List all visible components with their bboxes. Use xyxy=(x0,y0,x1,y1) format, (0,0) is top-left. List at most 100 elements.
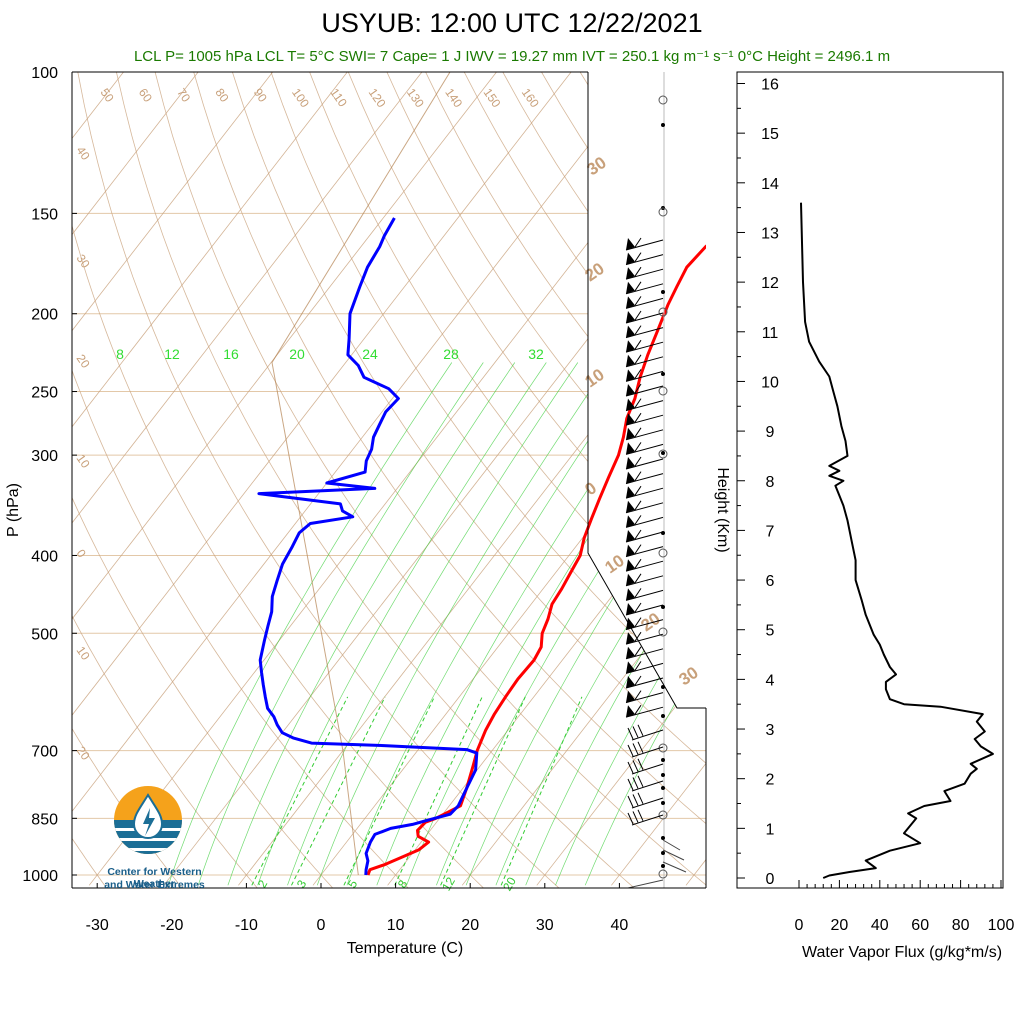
wind-barb-feather xyxy=(634,281,642,292)
wind-barb-flag xyxy=(626,661,635,674)
x-tick-label: 0 xyxy=(317,917,326,934)
isotherm-line xyxy=(461,570,706,886)
y-tick-label: 1000 xyxy=(22,868,58,885)
wind-level-dot xyxy=(661,758,665,762)
wind-barb-flag xyxy=(626,427,635,440)
wind-barb-feather xyxy=(634,588,642,598)
isotherm-label: 10 xyxy=(74,452,93,471)
dry-adiabat-line xyxy=(72,727,183,888)
mixing-ratio-label: 28 xyxy=(443,346,459,362)
mixing-ratio-line xyxy=(440,696,526,886)
flux-y-tick-label: 13 xyxy=(761,225,779,242)
wind-calm-circle xyxy=(658,548,668,558)
wind-barb xyxy=(625,473,664,485)
dry-adiabat-label: 150 xyxy=(481,86,504,111)
wind-barb xyxy=(625,677,664,689)
flux-y-tick-label: 16 xyxy=(761,77,779,94)
x-tick-label: 30 xyxy=(536,917,554,934)
dry-adiabat-line xyxy=(72,614,258,888)
wind-barb xyxy=(625,589,664,601)
y-tick-label: 500 xyxy=(31,626,58,643)
water-vapor-flux-line xyxy=(800,202,994,879)
wind-barb-flag xyxy=(626,471,635,484)
flux-y-tick-label: 15 xyxy=(761,126,779,143)
dry-adiabat-line xyxy=(502,72,706,363)
wind-barb-feather xyxy=(634,485,642,496)
wind-barb xyxy=(625,706,664,718)
wind-level-dot xyxy=(661,836,665,840)
wind-barb xyxy=(631,797,664,809)
wind-barb xyxy=(625,356,664,368)
wind-barb xyxy=(625,283,664,295)
mixing-ratio-label: 20 xyxy=(289,346,305,362)
wind-level-dot xyxy=(661,864,665,868)
dry-adiabat-line xyxy=(116,72,635,888)
logo-text-line2: and Water Extremes xyxy=(104,879,205,891)
dry-adiabat-line xyxy=(193,72,706,825)
dry-adiabat-label: 70 xyxy=(174,86,193,105)
flux-y-tick-label: 1 xyxy=(766,821,775,838)
wind-barb-flag xyxy=(626,369,635,382)
wind-barb-feather xyxy=(634,602,642,613)
wind-barb xyxy=(625,502,664,514)
wind-barb-flag xyxy=(626,603,635,615)
flux-y-tick-label: 11 xyxy=(762,325,779,342)
x-tick-label: 10 xyxy=(387,917,405,934)
y-tick-label: 150 xyxy=(31,206,58,223)
isotherm-line xyxy=(72,72,497,620)
wind-barb xyxy=(625,633,664,645)
wind-barb-flag xyxy=(626,617,635,630)
cw3e-logo-icon xyxy=(114,786,182,854)
wind-level-dot xyxy=(661,605,665,609)
wind-calm-circle xyxy=(658,810,668,820)
mixing-ratio-label: 12 xyxy=(439,874,458,893)
wind-barb xyxy=(625,662,664,674)
wind-level-dot xyxy=(661,714,665,718)
flux-y-tick-label: 4 xyxy=(766,672,775,689)
moist-adiabat-line xyxy=(168,362,453,886)
wind-barb-feather xyxy=(634,675,642,686)
wind-barb-feather xyxy=(632,726,639,738)
mixing-ratio-label: 8 xyxy=(116,346,124,362)
wind-barb xyxy=(625,268,664,280)
wind-barb-feather xyxy=(632,794,639,806)
dry-adiabat-line xyxy=(72,369,409,888)
wind-barb-feather xyxy=(634,690,642,700)
flux-y-tick-label: 9 xyxy=(766,424,775,441)
wind-barb-feather xyxy=(627,812,634,825)
wind-calm-circle xyxy=(658,207,668,217)
wind-barb-flag xyxy=(626,267,635,280)
wind-barb xyxy=(625,619,664,631)
x-tick-label: -30 xyxy=(86,917,109,934)
wind-barb xyxy=(625,648,664,660)
dry-adiabat-label: 80 xyxy=(212,86,231,105)
y-tick-label: 300 xyxy=(31,448,58,465)
wind-barb xyxy=(625,487,664,499)
wind-barb xyxy=(625,400,664,412)
isotherm-line xyxy=(0,72,49,885)
wind-barb-flag xyxy=(626,457,635,469)
flux-y-tick-label: 14 xyxy=(761,176,779,193)
wind-level-dot xyxy=(661,786,665,790)
wind-barb xyxy=(631,746,664,758)
flux-y-tick-label: 6 xyxy=(766,573,775,590)
temperature-line xyxy=(366,244,706,876)
wind-barb-flag xyxy=(626,632,635,645)
wind-barb-flag xyxy=(626,588,635,601)
flux-y-tick-label: 10 xyxy=(761,374,779,391)
dry-adiabat-line xyxy=(347,72,706,589)
isotherm-line xyxy=(72,72,572,716)
wind-barb xyxy=(631,763,664,775)
wind-calm-circle xyxy=(658,449,668,459)
isotherm-line xyxy=(238,282,706,886)
dry-adiabat-label: 110 xyxy=(327,86,350,110)
wind-barb-feather xyxy=(634,515,642,525)
y-axis-title: P (hPa) xyxy=(5,483,22,537)
y-tick-label: 700 xyxy=(31,744,58,761)
wind-barb-feather xyxy=(627,727,634,740)
moist-adiabat-line xyxy=(376,362,673,886)
wind-barb-flag xyxy=(626,340,635,353)
moist-adiabat-line xyxy=(346,362,642,886)
mixing-ratio-line xyxy=(394,696,483,886)
